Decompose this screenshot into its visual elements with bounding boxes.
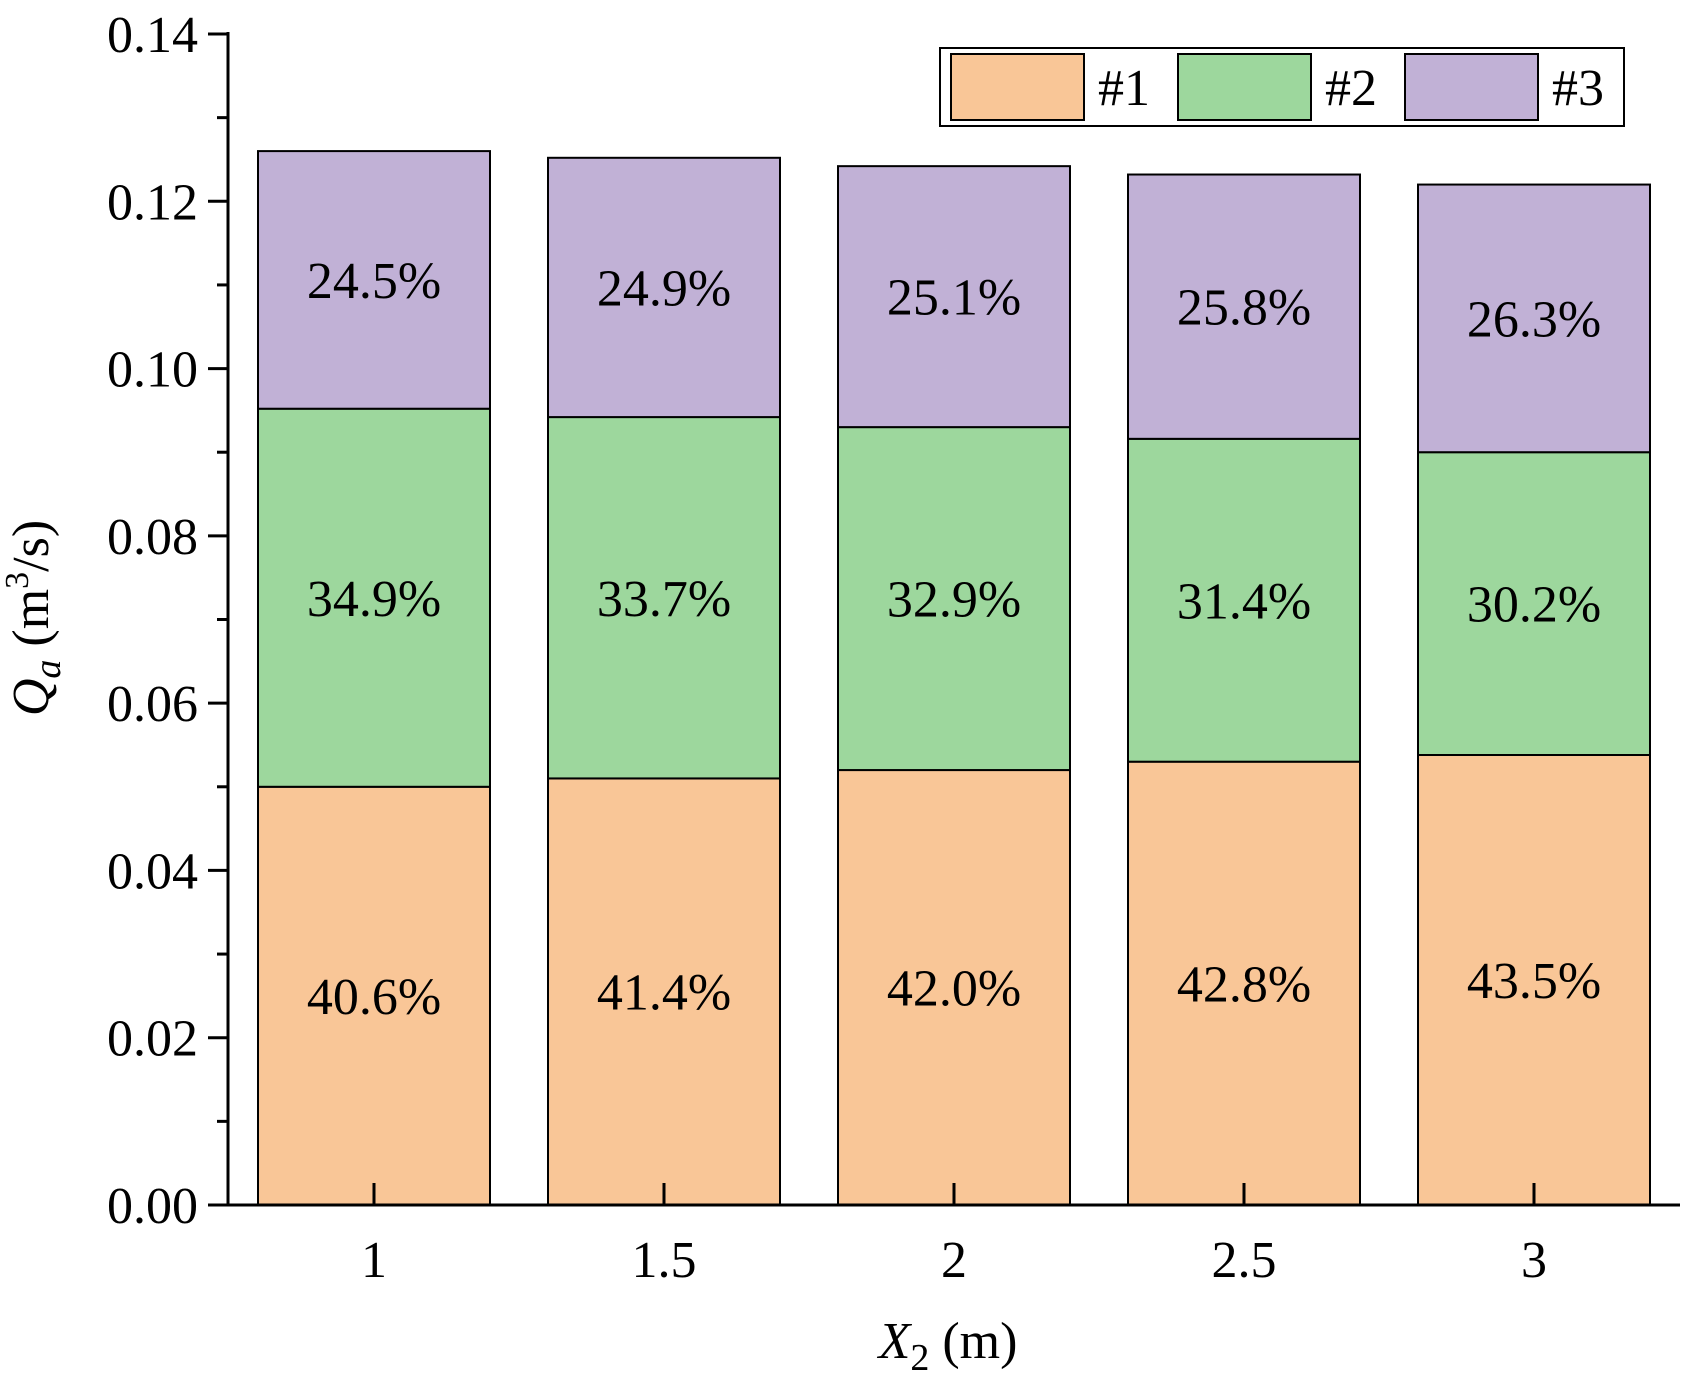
x-tick-label: 1.5 bbox=[632, 1232, 697, 1289]
bar-2-2 bbox=[837, 426, 1071, 772]
x-label-unit: (m) bbox=[929, 1313, 1017, 1370]
bar-label-3-2: 25.1% bbox=[887, 270, 1021, 327]
axes: 0.00 0.02 0.04 0.06 0.08 0.10 0.12 0.14 1 1.5 2 2.5… bbox=[107, 7, 1680, 1289]
bar-1-2.5 bbox=[1127, 760, 1361, 1206]
y-label-unit-close: /s) bbox=[3, 520, 60, 572]
y-label-subscript: a bbox=[27, 660, 69, 679]
bar-3-2.5 bbox=[1127, 173, 1361, 440]
bars: 40.6% 34.9% 24.5% 41.4% 33.7% 24.9% 42.0% 32.9%… bbox=[257, 150, 1651, 1207]
bar-3-2 bbox=[837, 165, 1071, 429]
x-label-subscript: 2 bbox=[910, 1337, 929, 1376]
x-tick-label: 1 bbox=[361, 1232, 387, 1289]
y-axis-label: Qa (m3/s) bbox=[0, 520, 69, 716]
bar-label-3-2.5: 25.8% bbox=[1177, 280, 1311, 337]
bar-2-2.5 bbox=[1127, 437, 1361, 763]
y-tick-label: 0.04 bbox=[107, 843, 198, 900]
bar-1-1.5 bbox=[547, 777, 781, 1207]
bar-1-2 bbox=[837, 769, 1071, 1206]
bar-label-1-2: 42.0% bbox=[887, 961, 1021, 1018]
bar-1-3 bbox=[1417, 754, 1651, 1206]
y-label-symbol: Q bbox=[3, 679, 60, 717]
x-tick-label: 2.5 bbox=[1212, 1232, 1277, 1289]
y-label-unit-superscript: 3 bbox=[0, 572, 36, 589]
legend-swatch-2 bbox=[1177, 53, 1312, 121]
y-tick-label: 0.12 bbox=[107, 174, 198, 231]
bar-2-1 bbox=[257, 407, 491, 788]
bar-3-3 bbox=[1417, 183, 1651, 454]
y-tick-label: 0.10 bbox=[107, 342, 198, 399]
bar-3-1.5 bbox=[547, 156, 781, 419]
bar-label-3-1.5: 24.9% bbox=[597, 260, 731, 317]
bar-label-1-3: 43.5% bbox=[1467, 953, 1601, 1010]
bar-label-3-1: 24.5% bbox=[307, 253, 441, 310]
bar-label-1-2.5: 42.8% bbox=[1177, 956, 1311, 1013]
bar-label-2-1.5: 33.7% bbox=[597, 571, 731, 628]
y-tick-label: 0.02 bbox=[107, 1011, 198, 1068]
bar-3-1 bbox=[257, 150, 491, 410]
legend-label-2: #2 bbox=[1325, 60, 1377, 117]
bar-label-2-2.5: 31.4% bbox=[1177, 573, 1311, 630]
bar-label-1-1: 40.6% bbox=[307, 969, 441, 1026]
legend-swatch-3 bbox=[1404, 53, 1539, 121]
legend-label-3: #3 bbox=[1552, 60, 1604, 117]
y-tick-label: 0.14 bbox=[107, 7, 198, 64]
x-axis-label: X2 (m) bbox=[877, 1313, 1018, 1376]
bar-1-1 bbox=[257, 785, 491, 1206]
y-tick-label: 0.08 bbox=[107, 509, 198, 566]
x-label-symbol: X bbox=[877, 1313, 913, 1370]
legend-label-1: #1 bbox=[1098, 60, 1150, 117]
y-tick-label: 0.06 bbox=[107, 676, 198, 733]
bar-label-2-2: 32.9% bbox=[887, 572, 1021, 629]
y-tick-label: 0.00 bbox=[107, 1178, 198, 1235]
legend: #1 #2 #3 bbox=[939, 47, 1625, 127]
y-label-unit-open: (m bbox=[3, 589, 60, 660]
bar-label-1-1.5: 41.4% bbox=[597, 965, 731, 1022]
bar-label-3-3: 26.3% bbox=[1467, 291, 1601, 348]
bar-label-2-1: 34.9% bbox=[307, 571, 441, 628]
x-tick-label: 2 bbox=[941, 1232, 967, 1289]
legend-swatch-1 bbox=[950, 53, 1085, 121]
bar-label-2-3: 30.2% bbox=[1467, 577, 1601, 634]
x-tick-label: 3 bbox=[1521, 1232, 1547, 1289]
bar-2-1.5 bbox=[547, 416, 781, 780]
